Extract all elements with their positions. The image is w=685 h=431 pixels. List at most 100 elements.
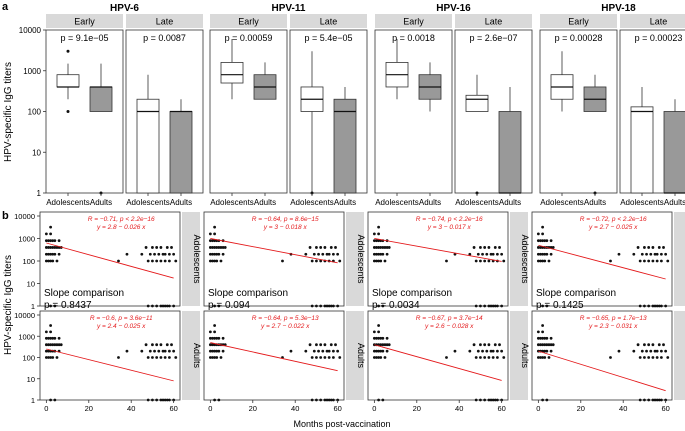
x-tick-label: Adolescents [210, 198, 254, 207]
scatter-point [609, 356, 612, 359]
scatter-point [609, 259, 612, 263]
scatter-point [651, 343, 655, 347]
scatter-point [379, 349, 383, 353]
plot-frame [367, 310, 509, 401]
scatter-point [161, 349, 165, 353]
scatter-point [387, 246, 391, 249]
scatter-point [221, 336, 225, 340]
scatter-point [479, 304, 482, 308]
scatter-point [541, 239, 545, 243]
scatter-point [379, 259, 383, 263]
scatter-point [479, 246, 482, 249]
scatter-point [377, 239, 381, 243]
scatter-point [543, 336, 547, 340]
facet-strip-label: Early [238, 17, 259, 27]
scatter-point [545, 349, 549, 353]
scatter-point [655, 252, 659, 256]
scatter-point [155, 343, 159, 347]
scatter-point [327, 304, 331, 308]
scatter-point [208, 356, 212, 359]
y-tick-label: 1 [31, 396, 35, 405]
regression-line [374, 344, 502, 381]
scatter-point [483, 246, 487, 249]
x-tick-label: Adolescents [620, 198, 664, 207]
scatter-point [51, 336, 55, 340]
scatter-point [664, 304, 668, 308]
scatter-point [483, 356, 487, 359]
scatter-point [536, 252, 540, 256]
scatter-point [491, 356, 495, 359]
regression-line [210, 342, 338, 372]
scatter-point [551, 246, 555, 249]
scatter-point [217, 349, 221, 353]
scatter-point [545, 239, 549, 243]
group-title: HPV-16 [436, 3, 471, 14]
scatter-point [163, 349, 167, 353]
scatter-point [44, 336, 48, 340]
regression-equation: y = 2.8 − 0.026 x [96, 224, 146, 231]
scatter-point [49, 225, 53, 229]
facet-strip [455, 14, 532, 28]
scatter-point [213, 225, 217, 229]
slope-comparison-label: Slope comparison [372, 288, 452, 299]
scatter-point [49, 398, 53, 402]
row-strip [182, 212, 200, 306]
scatter-point [664, 252, 668, 256]
scatter-point [167, 349, 171, 353]
scatter-point [479, 398, 482, 402]
scatter-point [381, 349, 385, 353]
scatter-point [49, 304, 53, 308]
facet-strip [290, 14, 367, 28]
scatter-point [543, 239, 547, 243]
scatter-point [539, 246, 542, 249]
facet-strip [46, 14, 123, 28]
scatter-point [221, 246, 225, 249]
y-tick-label: 10 [32, 148, 41, 157]
scatter-point [551, 343, 555, 347]
scatter-point [543, 259, 547, 263]
scatter-point [223, 246, 227, 249]
box-outlier [66, 49, 70, 53]
x-tick-label: Adults [90, 198, 112, 207]
scatter-point [148, 252, 152, 256]
scatter-point [377, 324, 381, 327]
scatter-point [383, 259, 387, 263]
regression-line [374, 238, 502, 262]
scatter-point [331, 356, 335, 359]
scatter-point [159, 259, 163, 263]
x-tick-label: Adults [584, 198, 606, 207]
scatter-point [545, 252, 549, 256]
y-tick-label: 10000 [14, 212, 35, 221]
correlation-stats: R = −0.65, p = 1.7e−13 [580, 315, 647, 322]
scatter-point [155, 246, 159, 249]
row-strip [674, 212, 685, 306]
scatter-point [323, 343, 327, 347]
scatter-point [643, 259, 646, 263]
scatter-point [44, 330, 48, 334]
scatter-point [657, 246, 661, 249]
scatter-point [545, 343, 549, 347]
y-tick-label: 1 [37, 189, 42, 198]
scatter-point [657, 343, 661, 347]
correlation-stats: R = −0.74, p < 2.2e−16 [416, 216, 483, 223]
scatter-point [655, 356, 659, 359]
scatter-point [319, 259, 323, 263]
facet-strip-label: Late [156, 17, 174, 27]
x-tick-label: 60 [333, 404, 341, 413]
scatter-point [315, 304, 318, 308]
scatter-point [155, 259, 159, 263]
scatter-point [372, 259, 376, 263]
slope-comparison-p: p = 0.094 [208, 300, 250, 311]
scatter-point [372, 349, 376, 353]
scatter-point [387, 343, 391, 347]
scatter-point [165, 304, 169, 308]
scatter-point [500, 349, 504, 353]
scatter-point [385, 349, 389, 353]
scatter-point [474, 356, 478, 359]
scatter-point [44, 232, 48, 236]
scatter-point [645, 349, 648, 353]
scatter-point [657, 304, 661, 308]
scatter-point [44, 356, 48, 359]
panel-b-scatter: b HPV-specific IgG titers Months post-vacc… [2, 210, 685, 429]
scatter-point [213, 356, 217, 359]
